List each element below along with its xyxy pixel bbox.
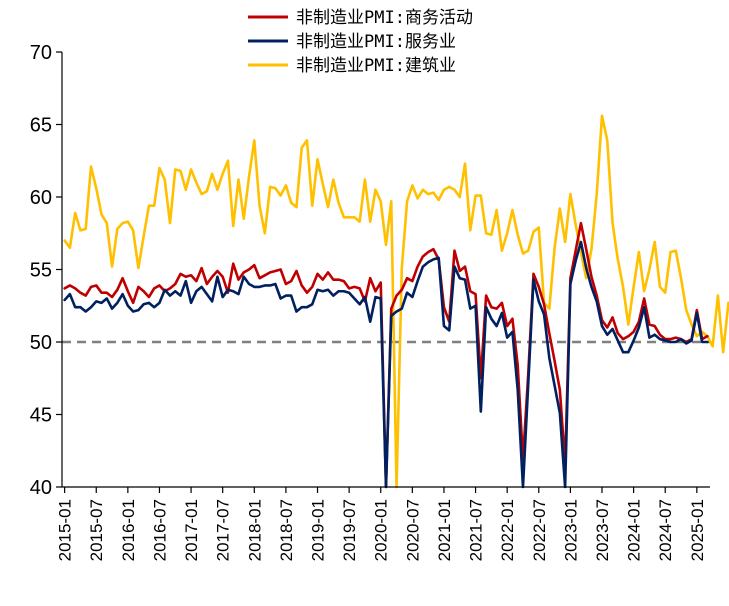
x-tick-label: 2023-01 <box>561 499 580 561</box>
x-tick-label: 2020-01 <box>372 499 391 561</box>
y-tick-label: 45 <box>30 405 52 427</box>
x-tick-label: 2019-07 <box>340 499 359 561</box>
x-tick-label: 2021-07 <box>467 499 486 561</box>
x-tick-label: 2016-07 <box>150 499 169 561</box>
legend-label-2: 非制造业PMI:建筑业 <box>296 56 456 76</box>
y-tick-label: 40 <box>30 477 52 499</box>
y-tick-label: 65 <box>30 115 52 137</box>
y-ticks: 40 45 50 55 60 65 70 <box>30 42 62 499</box>
x-tick-label: 2025-01 <box>688 499 707 561</box>
x-tick-label: 2017-01 <box>182 499 201 561</box>
legend-label-0: 非制造业PMI:商务活动 <box>296 8 473 28</box>
x-tick-label: 2023-07 <box>593 499 612 561</box>
x-tick-label: 2018-01 <box>245 499 264 561</box>
x-tick-label: 2019-01 <box>309 499 328 561</box>
x-tick-label: 2015-07 <box>87 499 106 561</box>
x-tick-label: 2024-07 <box>656 499 675 561</box>
x-tick-label: 2024-01 <box>625 499 644 561</box>
x-tick-label: 2016-01 <box>119 499 138 561</box>
series-line-2 <box>63 114 729 489</box>
x-tick-label: 2015-01 <box>56 499 75 561</box>
x-tick-label: 2017-07 <box>214 499 233 561</box>
y-tick-label: 70 <box>30 42 52 64</box>
series-layer <box>63 114 729 489</box>
series-line-1 <box>63 240 709 489</box>
x-ticks: 2015-01 2015-07 2016-01 2016-07 2017-01 2017-… <box>56 487 707 561</box>
x-tick-label: 2021-01 <box>435 499 454 561</box>
y-tick-label: 55 <box>30 260 52 282</box>
x-tick-label: 2022-07 <box>530 499 549 561</box>
legend-label-1: 非制造业PMI:服务业 <box>296 32 456 52</box>
axes <box>61 52 710 488</box>
y-tick-label: 60 <box>30 187 52 209</box>
x-tick-label: 2022-01 <box>498 499 517 561</box>
x-tick-label: 2020-07 <box>403 499 422 561</box>
y-tick-label: 50 <box>30 332 52 354</box>
x-tick-label: 2018-07 <box>277 499 296 561</box>
